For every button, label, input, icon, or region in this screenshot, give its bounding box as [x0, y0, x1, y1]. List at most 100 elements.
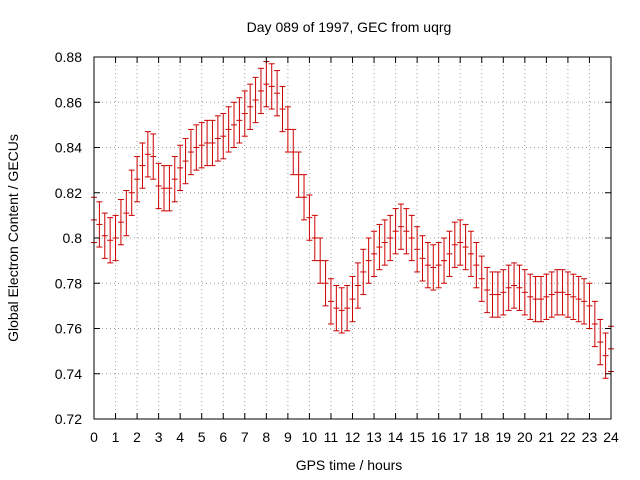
x-tick-label: 1 — [112, 429, 120, 445]
error-bar-point — [387, 214, 394, 262]
error-bar-point — [306, 194, 313, 241]
error-bar-point — [430, 244, 437, 291]
axis-ticks: 0 1 2 3 4 5 6 7 8 9 10 11 12 13 14 15 16 17 18 19 20 21 22 23 24… — [55, 49, 619, 445]
error-bar-point — [365, 237, 372, 284]
error-bar-point — [419, 235, 426, 282]
y-tick-label: 0.76 — [55, 321, 82, 337]
error-bar-point — [392, 208, 399, 255]
y-axis-label: Global Electron Content / GECUs — [5, 134, 21, 342]
error-bar-point — [532, 275, 539, 323]
error-bar-point — [257, 67, 264, 115]
error-bar-point — [290, 128, 297, 176]
error-bar-point — [139, 142, 146, 189]
error-bar-point — [225, 106, 232, 153]
error-bar-point — [301, 174, 308, 221]
x-tick-label: 3 — [155, 429, 163, 445]
error-bar-point — [527, 273, 534, 320]
error-bar-point — [575, 275, 582, 323]
error-bar-point — [214, 115, 221, 162]
error-bar-point — [371, 230, 378, 277]
error-bar-point — [161, 165, 168, 212]
error-bar-point — [134, 156, 141, 203]
error-bar-point — [274, 70, 281, 117]
error-bar-point — [597, 318, 604, 366]
error-bar-point — [451, 221, 458, 268]
error-bar-point — [241, 90, 248, 137]
error-bar-point — [279, 85, 286, 133]
error-bar-point — [123, 189, 130, 237]
error-bar-point — [408, 214, 415, 262]
error-bar-point — [500, 269, 507, 316]
error-bar-point — [403, 208, 410, 255]
error-bar-point — [182, 137, 189, 185]
error-bar-point — [311, 214, 318, 262]
x-tick-label: 0 — [90, 429, 98, 445]
error-bar-point — [317, 237, 324, 284]
error-bar-point — [144, 131, 151, 178]
grid — [94, 57, 611, 419]
x-tick-label: 20 — [517, 429, 533, 445]
error-bar-point — [187, 128, 194, 176]
y-tick-label: 0.72 — [55, 411, 82, 427]
x-tick-label: 23 — [582, 429, 598, 445]
error-bar-point — [446, 230, 453, 277]
error-bar-point — [354, 262, 361, 309]
error-bar-point — [376, 223, 383, 271]
x-tick-label: 6 — [219, 429, 227, 445]
error-bar-point — [327, 278, 334, 325]
error-bar-point — [521, 269, 528, 316]
error-bar-point — [349, 275, 356, 323]
error-bar-point — [543, 273, 550, 320]
x-tick-label: 5 — [198, 429, 206, 445]
error-bar-point — [559, 269, 566, 316]
error-bar-point — [511, 262, 518, 309]
error-bar-point — [570, 273, 577, 320]
y-tick-label: 0.74 — [55, 366, 82, 382]
error-bar-point — [209, 119, 216, 167]
error-bar-point — [204, 119, 211, 167]
error-bar-point — [284, 106, 291, 153]
error-bar-point — [236, 97, 243, 144]
y-tick-label: 0.86 — [55, 94, 82, 110]
y-tick-label: 0.8 — [63, 230, 83, 246]
error-bar-point — [128, 169, 135, 216]
error-bar-point — [338, 287, 345, 334]
error-bar-point — [494, 271, 501, 318]
error-bar-point — [424, 242, 431, 289]
error-bar-point — [473, 242, 480, 289]
error-bar-point — [263, 61, 270, 108]
y-tick-label: 0.82 — [55, 185, 82, 201]
x-tick-label: 7 — [241, 429, 249, 445]
error-bar-point — [171, 156, 178, 203]
x-tick-label: 2 — [133, 429, 141, 445]
error-bar-point — [295, 151, 302, 198]
error-bar-point — [150, 133, 157, 180]
x-tick-label: 8 — [262, 429, 270, 445]
error-bars — [91, 61, 614, 379]
x-tick-label: 19 — [496, 429, 512, 445]
error-bar-point — [322, 260, 329, 307]
error-bar-point — [564, 271, 571, 318]
error-bar-point — [231, 101, 238, 148]
y-tick-label: 0.88 — [55, 49, 82, 65]
error-bar-point — [554, 269, 561, 316]
error-bar-point — [268, 63, 275, 110]
error-bar-point — [581, 278, 588, 325]
error-bar-point — [333, 285, 340, 332]
error-bar-point — [252, 76, 259, 124]
x-tick-label: 22 — [560, 429, 576, 445]
error-bar-point — [220, 113, 227, 160]
error-bar-point — [484, 266, 491, 314]
error-bar-point — [96, 201, 103, 248]
error-bar-point — [462, 223, 469, 271]
error-bar-point — [467, 230, 474, 277]
error-bar-point — [166, 165, 173, 212]
y-tick-label: 0.78 — [55, 275, 82, 291]
error-bar-point — [505, 264, 512, 311]
x-tick-label: 12 — [345, 429, 361, 445]
error-bar-point — [198, 122, 205, 169]
error-bar-point — [441, 237, 448, 284]
error-bar-point — [414, 226, 421, 273]
error-bar-point — [478, 255, 485, 302]
